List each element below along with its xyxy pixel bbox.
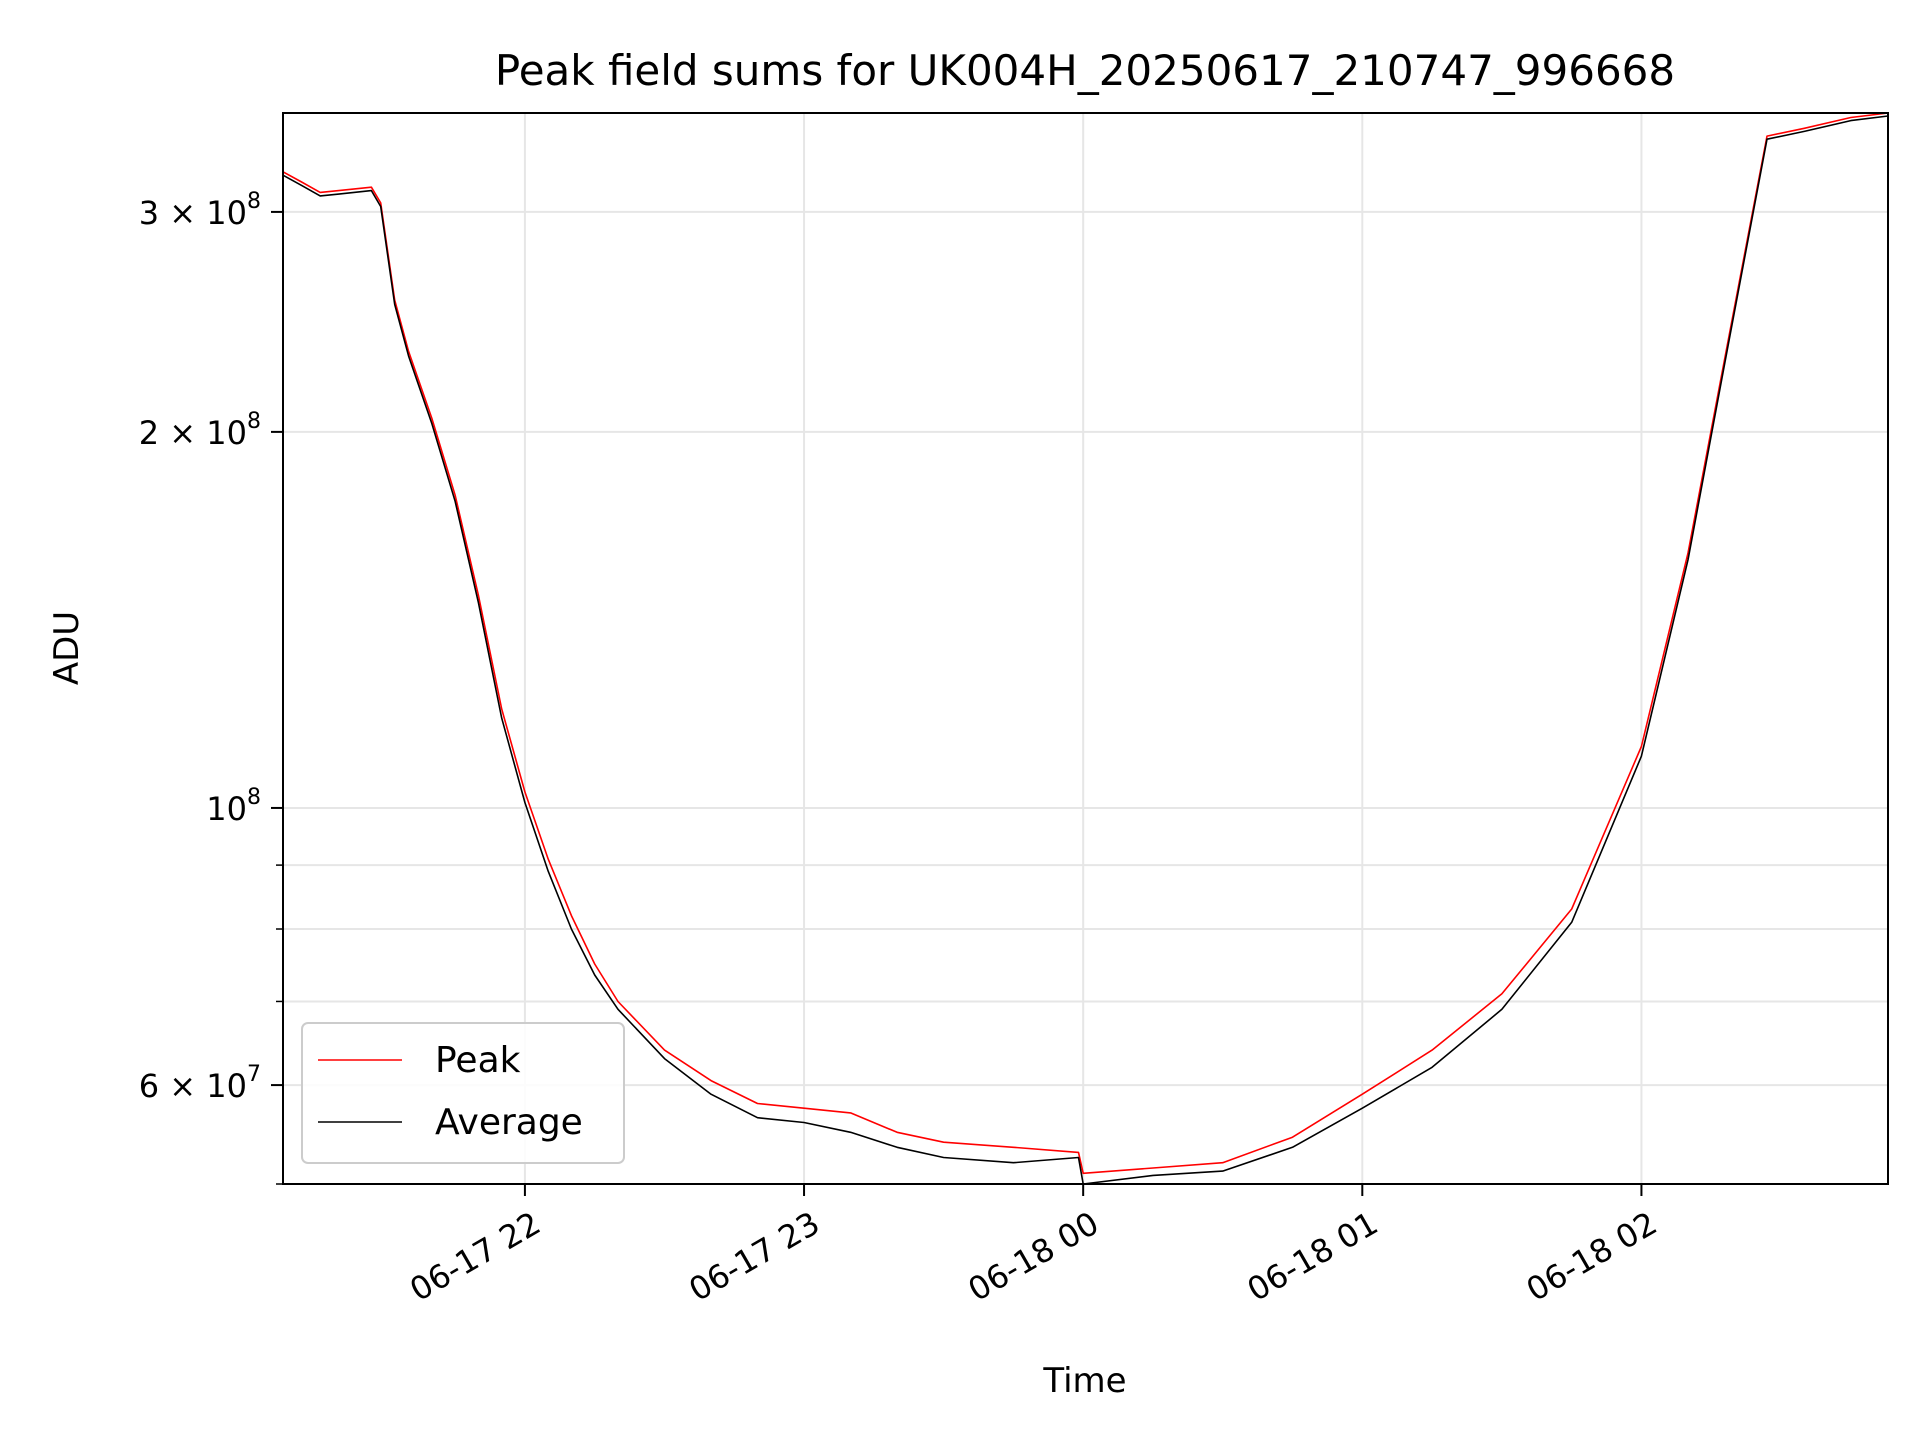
y-axis: 3 × 108 2 × 108 108 6 × 107 [139, 189, 283, 1185]
series-line-peak [282, 112, 1889, 1175]
y-axis-label: ADU [47, 611, 87, 685]
y-tick-label: 108 [206, 785, 261, 828]
series-line-average [282, 115, 1889, 1185]
y-tick-label: 3 × 108 [139, 189, 261, 232]
legend-box [301, 1022, 625, 1164]
chart-title: Peak field sums for UK004H_20250617_2107… [495, 46, 1675, 95]
legend-label-peak: Peak [435, 1040, 521, 1081]
x-axis-label: Time [1042, 1361, 1126, 1401]
plot-frame [282, 112, 1889, 1185]
y-tick-label: 6 × 107 [139, 1062, 261, 1105]
series-layer [282, 112, 1889, 1185]
y-tick-label: 2 × 108 [139, 409, 261, 452]
legend-label-average: Average [435, 1102, 583, 1143]
legend: Peak Average [301, 1022, 625, 1164]
